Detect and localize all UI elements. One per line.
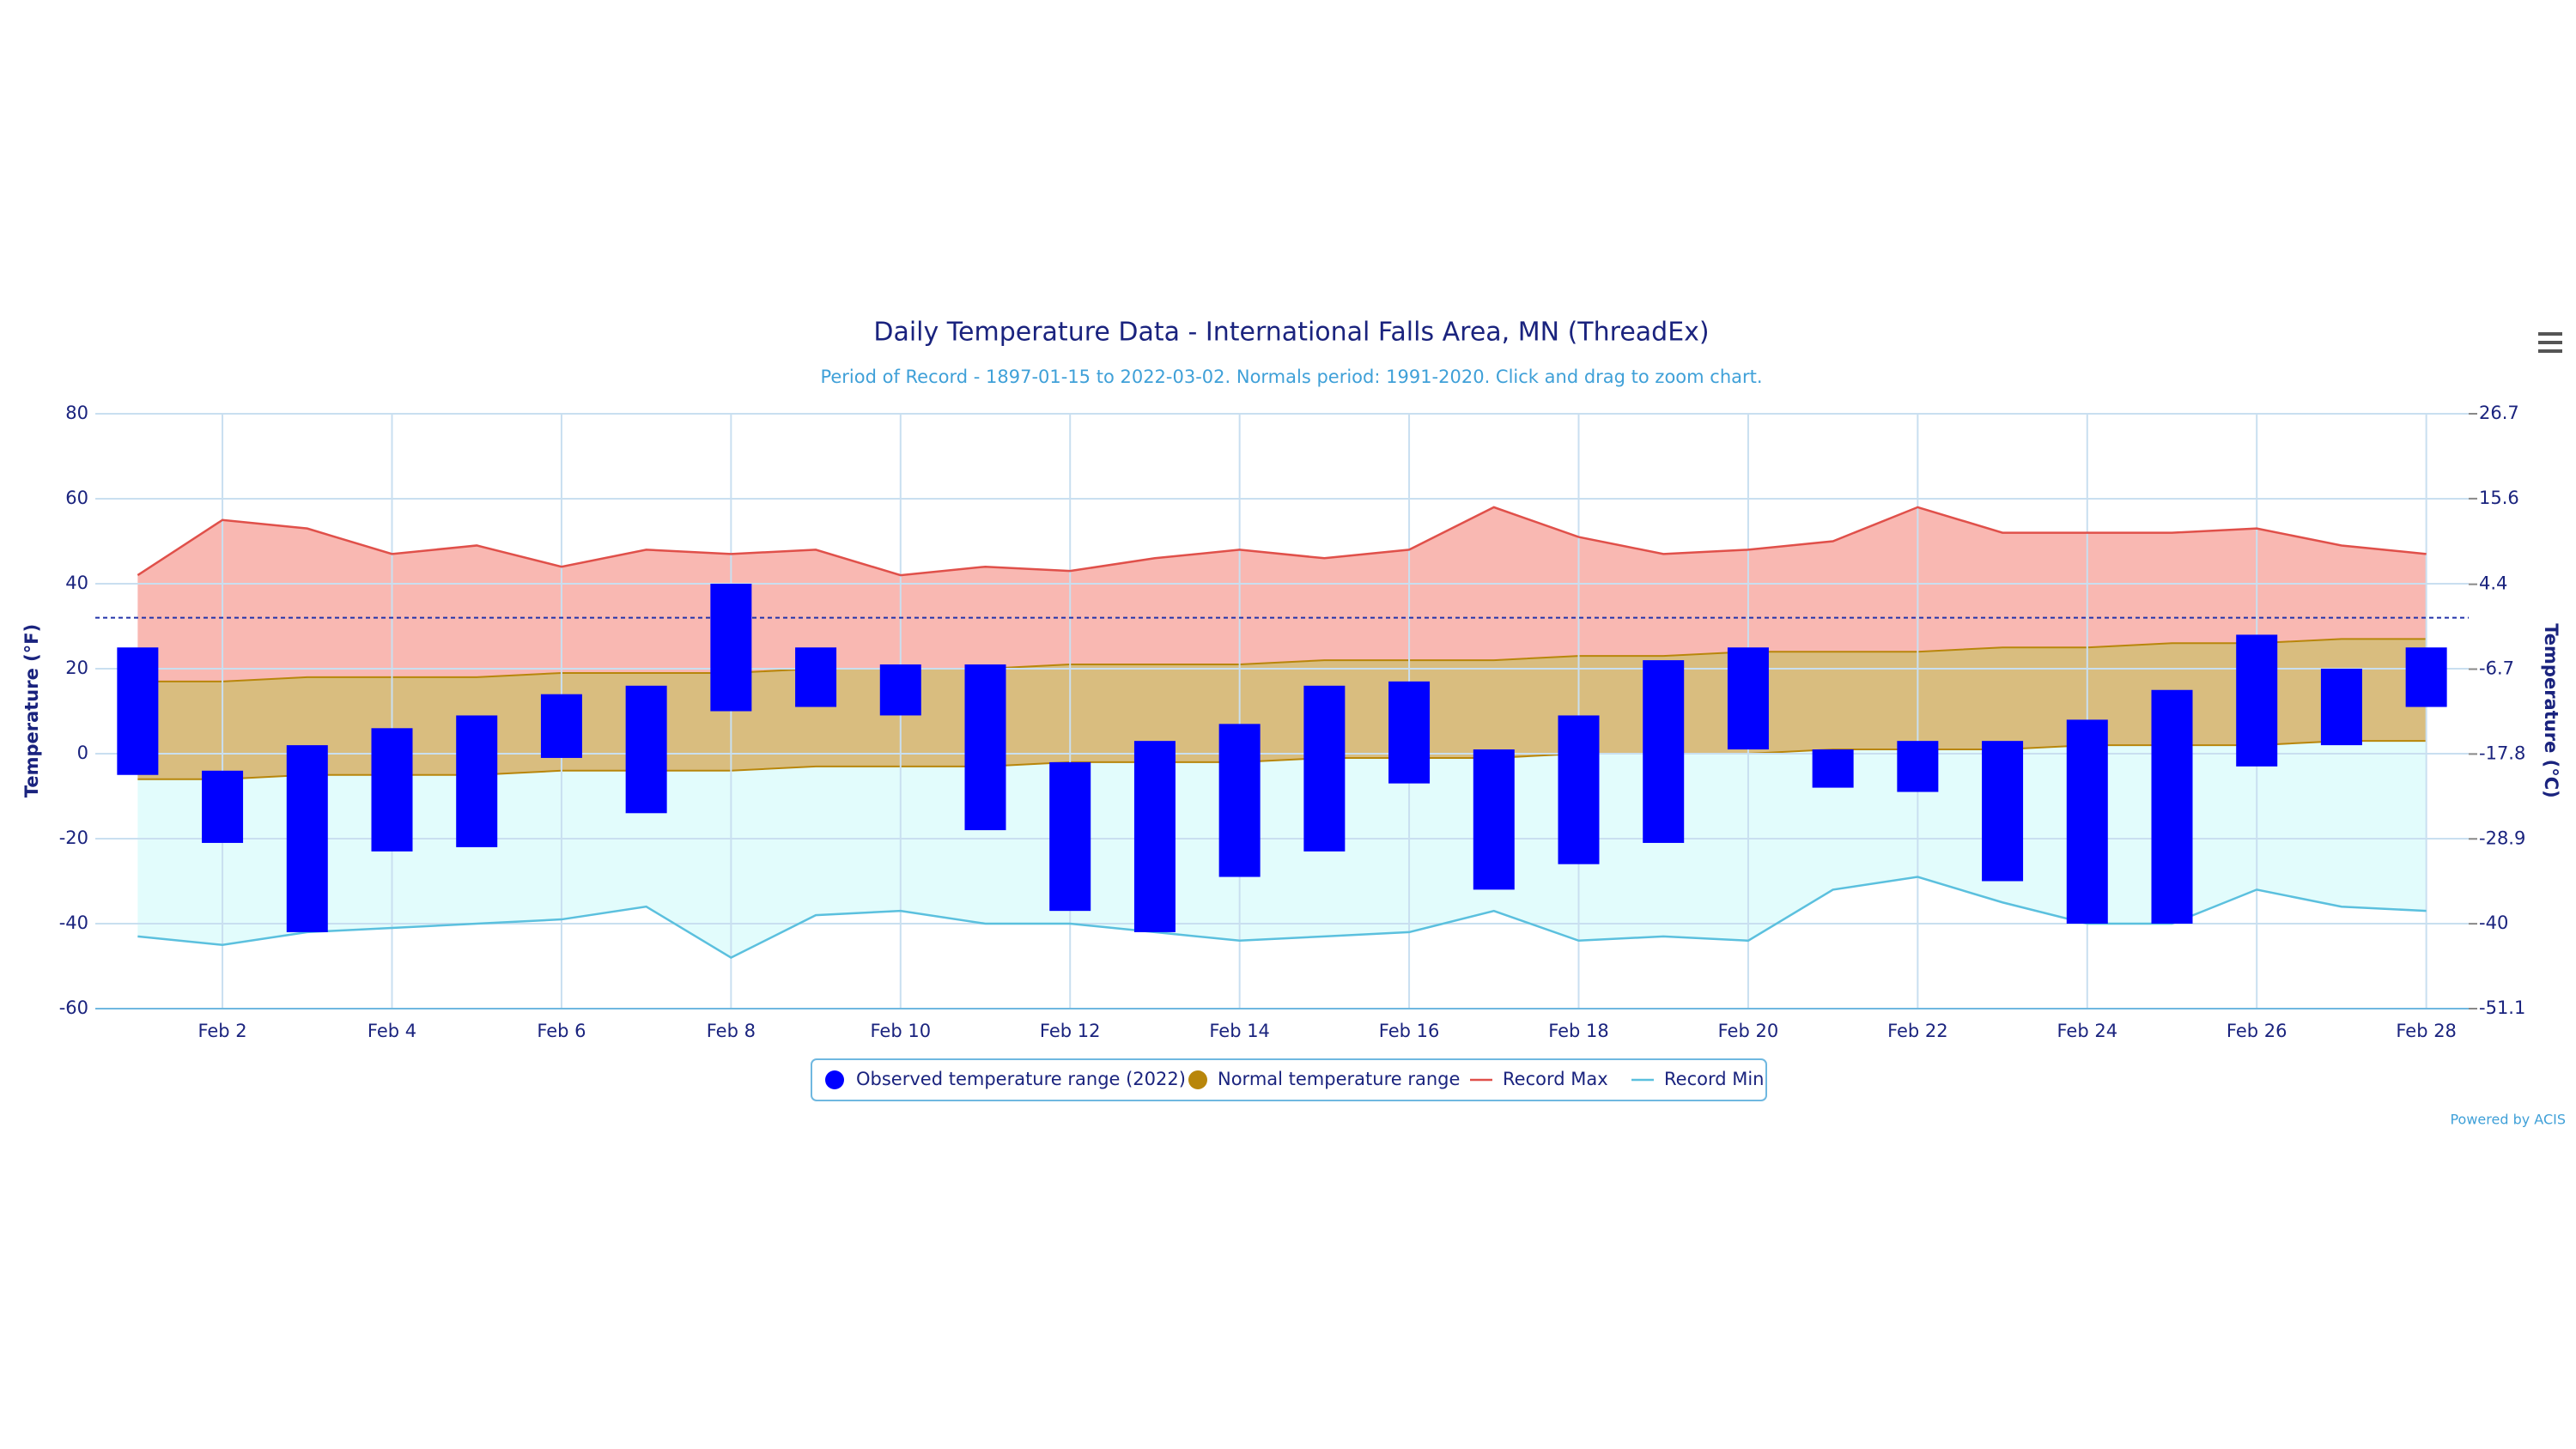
bar xyxy=(964,664,1006,831)
bar xyxy=(117,647,159,775)
x-tick-label: Feb 2 xyxy=(197,1021,246,1041)
bar xyxy=(2151,689,2193,924)
y-tick-label: 80 xyxy=(65,403,88,423)
menu-button[interactable] xyxy=(2538,332,2562,353)
bar xyxy=(1218,724,1261,877)
bar xyxy=(625,685,667,814)
bar xyxy=(286,745,328,932)
y2-tick-label: 15.6 xyxy=(2479,488,2519,508)
y2-tick-label: -51.1 xyxy=(2479,997,2525,1018)
legend-label: Record Min xyxy=(1664,1069,1765,1089)
record-max-line xyxy=(137,506,2427,577)
bar xyxy=(1388,681,1431,784)
x-tick-label: Feb 6 xyxy=(537,1021,586,1041)
bar xyxy=(1643,660,1685,843)
legend-label: Record Max xyxy=(1503,1069,1608,1089)
bar xyxy=(2236,634,2278,767)
y2-tick-label: -6.7 xyxy=(2479,658,2514,679)
x-tick-label: Feb 12 xyxy=(1040,1021,1101,1041)
x-tick-label: Feb 20 xyxy=(1718,1021,1779,1041)
bar xyxy=(1049,761,1091,912)
bar xyxy=(1558,715,1600,864)
bar xyxy=(795,647,837,707)
x-tick-label: Feb 8 xyxy=(707,1021,756,1041)
y-tick-label: 40 xyxy=(65,573,88,593)
x-tick-label: Feb 10 xyxy=(870,1021,931,1041)
y-tick-label: 60 xyxy=(65,488,88,508)
legend-box xyxy=(811,1058,1767,1101)
x-tick-label: Feb 4 xyxy=(368,1021,416,1041)
y-tick-label: -60 xyxy=(59,997,88,1018)
y2-tick-label: 26.7 xyxy=(2479,403,2519,423)
bar xyxy=(1982,741,2024,882)
x-tick-label: Feb 14 xyxy=(1209,1021,1270,1041)
bar xyxy=(1812,749,1854,788)
legend-marker xyxy=(1188,1070,1207,1089)
normal-range-area xyxy=(137,639,2427,779)
record-min-line xyxy=(137,876,2427,960)
y2-tick-label: -17.8 xyxy=(2479,743,2525,763)
normal-high-line xyxy=(137,638,2427,682)
bar xyxy=(879,664,921,716)
bar xyxy=(2320,669,2362,746)
bar xyxy=(202,770,244,843)
x-tick-label: Feb 24 xyxy=(2057,1021,2117,1041)
x-tick-label: Feb 22 xyxy=(1887,1021,1948,1041)
credit: Powered by ACIS xyxy=(2450,1112,2566,1128)
y2-axis-label: Temperature (°C) xyxy=(2541,623,2561,797)
bar xyxy=(1473,749,1515,890)
bar xyxy=(1133,741,1176,932)
bar xyxy=(710,584,752,712)
chart-subtitle: Period of Record - 1897-01-15 to 2022-03… xyxy=(820,367,1762,387)
bar xyxy=(540,694,582,758)
y-tick-label: -40 xyxy=(59,912,88,933)
bar xyxy=(371,728,413,852)
chart-title: Daily Temperature Data - International F… xyxy=(873,318,1709,348)
legend-label: Normal temperature range xyxy=(1218,1069,1460,1089)
record-max-area xyxy=(137,506,2427,682)
record-min-area xyxy=(137,741,2427,958)
bar xyxy=(2405,647,2447,707)
x-tick-label: Feb 18 xyxy=(1548,1021,1609,1041)
y2-tick-label: 4.4 xyxy=(2479,573,2507,594)
x-tick-label: Feb 16 xyxy=(1379,1021,1440,1041)
bar xyxy=(2066,719,2108,924)
y-axis-label: Temperature (°F) xyxy=(21,624,42,797)
normal-low-line xyxy=(137,740,2427,780)
x-tick-label: Feb 28 xyxy=(2396,1021,2457,1041)
bar xyxy=(1303,685,1346,852)
legend-label: Observed temperature range (2022) xyxy=(856,1069,1186,1089)
bar xyxy=(456,715,498,847)
x-tick-label: Feb 26 xyxy=(2227,1021,2287,1041)
bar xyxy=(1727,647,1769,750)
y-tick-label: -20 xyxy=(59,828,88,848)
y2-tick-label: -40 xyxy=(2479,912,2508,933)
y-tick-label: 0 xyxy=(77,743,88,763)
bar xyxy=(1897,741,1939,792)
y2-tick-label: -28.9 xyxy=(2479,828,2525,848)
legend-marker xyxy=(825,1070,844,1089)
y-tick-label: 20 xyxy=(65,658,88,678)
